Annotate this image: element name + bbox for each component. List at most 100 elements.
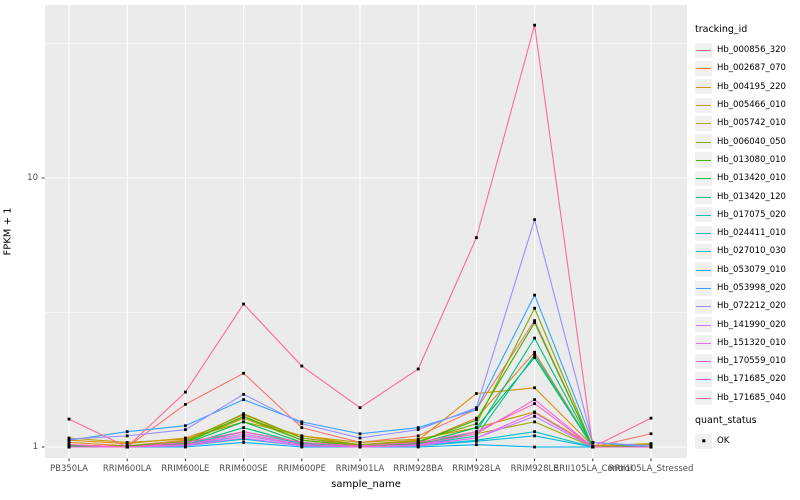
legend-item-label: Hb_170559_010 bbox=[717, 356, 786, 367]
line-swatch-icon bbox=[696, 397, 711, 399]
legend-item-Hb_072212_020: Hb_072212_020 bbox=[695, 297, 799, 315]
data-point-Hb_017075_020 bbox=[475, 434, 478, 438]
data-point-Hb_072212_020 bbox=[358, 436, 362, 440]
data-point-Hb_053998_020 bbox=[300, 420, 304, 424]
legend-item-label: Hb_017075_020 bbox=[717, 209, 786, 220]
legend-key-Hb_005466_010 bbox=[695, 97, 712, 113]
data-point-Hb_171685_040 bbox=[125, 445, 129, 449]
legend-item-label: Hb_004195_220 bbox=[717, 81, 786, 92]
data-point-Hb_171685_020 bbox=[358, 444, 362, 448]
data-point-Hb_171685_040 bbox=[533, 23, 536, 27]
legend-key-Hb_053998_020 bbox=[695, 280, 712, 296]
data-point-Hb_000856_320 bbox=[649, 432, 653, 436]
legend-item-label: Hb_013420_010 bbox=[717, 173, 786, 184]
x-tick-label-RRIM928LE: RRIM928LE bbox=[510, 464, 559, 474]
data-point-Hb_072212_020 bbox=[300, 422, 304, 426]
line-swatch-icon bbox=[696, 361, 711, 363]
legend-title-tracking-id: tracking_id bbox=[695, 24, 748, 35]
square-marker-icon bbox=[701, 439, 706, 443]
data-point-Hb_072212_020 bbox=[533, 218, 536, 222]
legend-item-label: Hb_002687_070 bbox=[717, 63, 786, 74]
data-point-Hb_171685_020 bbox=[475, 430, 478, 434]
legend-item-label: Hb_005466_010 bbox=[717, 100, 786, 111]
data-point-Hb_000856_320 bbox=[184, 403, 187, 406]
data-point-Hb_151320_010 bbox=[242, 436, 245, 440]
legend-key-Hb_141990_020 bbox=[695, 317, 712, 333]
data-point-Hb_072212_020 bbox=[67, 437, 71, 441]
data-point-Hb_170559_010 bbox=[533, 398, 536, 402]
legend-item-label: Hb_053998_020 bbox=[717, 283, 786, 293]
line-swatch-icon bbox=[696, 68, 711, 70]
line-swatch-icon bbox=[696, 379, 711, 381]
legend-item-label: Hb_000856_320 bbox=[717, 45, 786, 56]
legend-item-label: Hb_027010_030 bbox=[717, 246, 786, 257]
legend-item-Hb_141990_020: Hb_141990_020 bbox=[695, 315, 799, 333]
legend-item-label: Hb_072212_020 bbox=[717, 301, 786, 312]
data-point-Hb_072212_020 bbox=[184, 428, 187, 432]
x-tick-label-RRIM600LE: RRIM600LE bbox=[161, 464, 210, 474]
data-point-Hb_017075_020 bbox=[533, 353, 536, 357]
data-point-Hb_171685_040 bbox=[67, 417, 71, 421]
line-swatch-icon bbox=[696, 86, 711, 88]
legend-item-label: Hb_024411_010 bbox=[717, 228, 786, 239]
legend-item-label: Hb_006040_050 bbox=[717, 136, 786, 147]
data-point-Hb_072212_020 bbox=[475, 406, 478, 410]
legend-item-Hb_000856_320: Hb_000856_320 bbox=[695, 41, 799, 59]
line-swatch-icon bbox=[696, 159, 711, 161]
data-point-Hb_053998_020 bbox=[358, 432, 362, 436]
data-point-Hb_000856_320 bbox=[533, 319, 536, 323]
data-point-Hb_000856_320 bbox=[416, 434, 420, 438]
x-tick-label-RRIM901LA: RRIM901LA bbox=[335, 464, 385, 474]
data-point-Hb_053998_020 bbox=[242, 398, 245, 402]
legend-key-Hb_004195_220 bbox=[695, 79, 712, 95]
x-tick-label-RRIM928LA: RRIM928LA bbox=[452, 464, 501, 474]
legend-key-Hb_006040_050 bbox=[695, 134, 712, 150]
data-point-Hb_006040_050 bbox=[242, 412, 245, 416]
legend-item-Hb_171685_020: Hb_171685_020 bbox=[695, 370, 799, 388]
data-point-Hb_053079_010 bbox=[533, 445, 536, 449]
legend: tracking_id Hb_000856_320 Hb_002687_070 Hb… bbox=[695, 24, 799, 450]
line-swatch-icon bbox=[696, 269, 711, 271]
data-point-Hb_053998_020 bbox=[475, 407, 478, 411]
data-point-Hb_170559_010 bbox=[416, 443, 420, 447]
data-point-Hb_005742_010 bbox=[242, 416, 245, 420]
data-point-Hb_005466_010 bbox=[416, 437, 420, 441]
legend-item-Hb_005466_010: Hb_005466_010 bbox=[695, 96, 799, 114]
data-point-Hb_171685_040 bbox=[649, 416, 653, 420]
legend-item-label: Hb_151320_010 bbox=[717, 337, 786, 348]
legend-item-Hb_005742_010: Hb_005742_010 bbox=[695, 114, 799, 132]
legend-item-Hb_027010_030: Hb_027010_030 bbox=[695, 242, 799, 260]
legend-item-Hb_171685_040: Hb_171685_040 bbox=[695, 389, 799, 407]
data-point-Hb_006040_050 bbox=[475, 422, 478, 426]
data-point-Hb_005466_010 bbox=[125, 441, 129, 444]
line-swatch-icon bbox=[696, 288, 711, 289]
data-point-Hb_170559_010 bbox=[300, 443, 304, 447]
line-swatch-icon bbox=[696, 342, 711, 344]
data-point-Hb_171685_040 bbox=[358, 406, 362, 410]
legend-key-Hb_000856_320 bbox=[695, 42, 712, 58]
legend-item-label: Hb_171685_040 bbox=[717, 392, 786, 403]
x-tick-label-RRIM928BA: RRIM928BA bbox=[393, 464, 443, 474]
legend-item-Hb_013420_120: Hb_013420_120 bbox=[695, 187, 799, 205]
data-point-Hb_171685_040 bbox=[184, 390, 187, 394]
data-point-Hb_005742_010 bbox=[533, 420, 536, 424]
quant-ok-key bbox=[695, 433, 712, 449]
data-point-Hb_151320_010 bbox=[475, 436, 478, 440]
legend-key-Hb_013420_010 bbox=[695, 170, 712, 186]
data-point-Hb_024411_010 bbox=[533, 430, 536, 434]
data-point-Hb_027010_030 bbox=[475, 439, 478, 443]
line-swatch-icon bbox=[696, 306, 711, 308]
data-point-Hb_171685_020 bbox=[67, 443, 71, 447]
line-swatch-icon bbox=[696, 123, 711, 125]
data-point-Hb_171685_020 bbox=[533, 402, 536, 405]
legend-item-Hb_013080_010: Hb_013080_010 bbox=[695, 151, 799, 169]
data-point-Hb_013420_010 bbox=[533, 356, 536, 359]
data-point-Hb_072212_020 bbox=[125, 434, 129, 438]
legend-item-Hb_017075_020: Hb_017075_020 bbox=[695, 206, 799, 224]
x-tick-label-RRIM600LA: RRIM600LA bbox=[102, 464, 152, 474]
data-point-Hb_013080_010 bbox=[475, 418, 478, 422]
line-swatch-icon bbox=[696, 178, 711, 180]
legend-key-Hb_005742_010 bbox=[695, 115, 712, 131]
data-point-Hb_013420_010 bbox=[475, 426, 478, 430]
